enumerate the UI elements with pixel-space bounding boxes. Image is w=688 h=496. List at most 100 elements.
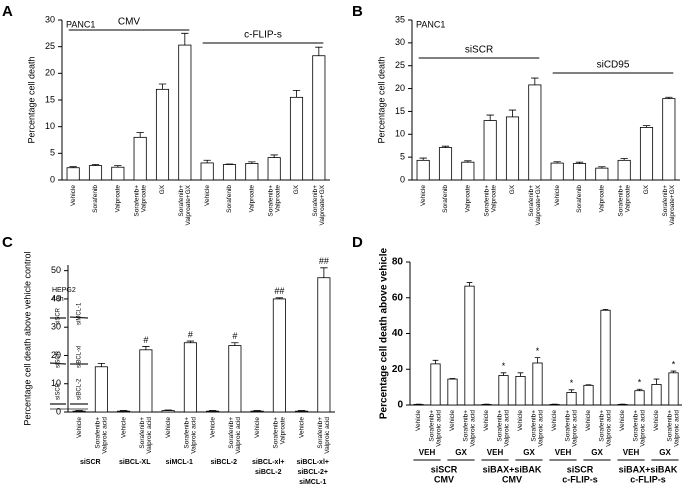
error-bar bbox=[136, 132, 144, 138]
bar bbox=[662, 98, 676, 181]
bar bbox=[206, 410, 220, 413]
bar bbox=[532, 362, 543, 406]
bar bbox=[416, 159, 430, 181]
error-bar bbox=[575, 161, 584, 164]
inset-label: siBCL-2 bbox=[77, 378, 83, 400]
x-tick-label: GX bbox=[293, 184, 300, 194]
bar bbox=[639, 127, 654, 181]
error-bar bbox=[670, 370, 677, 373]
error-bar bbox=[225, 163, 234, 165]
significance-marker: * bbox=[638, 378, 642, 388]
x-tick-label: Sorafenib+ bbox=[228, 417, 235, 449]
y-axis-label: Percentage cell death bbox=[376, 56, 386, 143]
y-tick-label: 10 bbox=[395, 129, 405, 139]
error-bar bbox=[419, 157, 427, 161]
bar bbox=[295, 410, 309, 413]
x-tick-label: Vehicle bbox=[420, 185, 427, 206]
group-label: siBCL-XL bbox=[119, 459, 151, 466]
inset-label: siSCR bbox=[56, 307, 62, 325]
y-tick-label: 0 bbox=[50, 174, 55, 184]
bar bbox=[94, 366, 108, 413]
bar bbox=[267, 157, 281, 181]
x-tick-label: Valproic acid bbox=[674, 410, 681, 447]
group-label: siBCL-xl+ bbox=[297, 459, 329, 466]
bar bbox=[566, 392, 577, 406]
x-tick-label: Valproic acid bbox=[102, 417, 109, 454]
error-bar bbox=[598, 166, 606, 169]
panel-letter: A bbox=[2, 3, 13, 20]
y-tick-label: 0 bbox=[56, 406, 61, 416]
x-tick-label: Valproic acid bbox=[436, 410, 443, 447]
blot-band bbox=[69, 316, 89, 319]
y-tick-label: 30 bbox=[45, 14, 55, 24]
inset-label: siBCL-xl bbox=[77, 346, 83, 368]
y-tick-label: 60 bbox=[392, 292, 404, 303]
group-label: siBCL-xl+ bbox=[252, 459, 284, 466]
significance-marker: # bbox=[188, 329, 193, 339]
bar bbox=[461, 161, 475, 181]
bar bbox=[600, 309, 611, 406]
bar bbox=[515, 375, 526, 406]
bar bbox=[183, 342, 197, 413]
y-tick-label: 50 bbox=[51, 265, 61, 275]
cell-line-label: PANC1 bbox=[416, 19, 445, 29]
x-tick-label: Sorafenib bbox=[226, 185, 233, 213]
y-tick-label: 40 bbox=[51, 293, 61, 303]
y-tick-label: 80 bbox=[392, 257, 404, 268]
bar bbox=[430, 363, 441, 406]
error-bar bbox=[500, 372, 507, 376]
inset-label: siSCR bbox=[56, 382, 62, 400]
x-tick-label: Valproate bbox=[465, 185, 472, 213]
inset-label: siMCL-1 bbox=[77, 302, 83, 325]
error-bar bbox=[653, 378, 660, 385]
x-tick-label: Sorafenib+ bbox=[497, 410, 504, 442]
y-tick-label: 40 bbox=[392, 328, 404, 339]
error-bar bbox=[253, 410, 261, 412]
x-tick-label: Valproate+GX bbox=[319, 184, 326, 225]
x-tick-label: Vehicle bbox=[76, 417, 83, 438]
error-bar bbox=[636, 388, 643, 391]
bar bbox=[528, 84, 542, 181]
error-bar bbox=[315, 46, 323, 56]
bar bbox=[634, 390, 645, 406]
y-axis-label: Percentage cell death above vehicle bbox=[379, 247, 390, 419]
bar bbox=[155, 88, 170, 181]
bar bbox=[317, 277, 331, 413]
error-bar bbox=[231, 342, 239, 346]
x-tick-label: Vehicle bbox=[619, 410, 626, 431]
x-tick-label: Vehicle bbox=[517, 410, 524, 431]
x-tick-label: Valproate bbox=[599, 185, 606, 213]
bar bbox=[498, 375, 509, 406]
x-tick-label: Vehicle bbox=[70, 185, 77, 206]
y-tick-label: 15 bbox=[395, 106, 405, 116]
error-bar bbox=[203, 159, 211, 163]
x-tick-label: Valproic acid bbox=[606, 410, 613, 447]
group-label: siBCL-2 bbox=[211, 459, 238, 466]
group-label: siBAX+siBAK bbox=[619, 464, 678, 474]
x-tick-label: Sorafenib bbox=[576, 185, 583, 213]
y-tick-label: 20 bbox=[45, 68, 55, 78]
x-tick-label: Sorafenib+ bbox=[483, 185, 490, 217]
error-bar bbox=[164, 409, 172, 411]
bar bbox=[447, 378, 458, 406]
x-tick-label: Valproate bbox=[274, 185, 281, 213]
y-tick-label: 25 bbox=[395, 60, 405, 70]
x-tick-label: Valproic acid bbox=[146, 417, 153, 454]
significance-marker: * bbox=[570, 378, 574, 388]
subgroup-label: GX bbox=[455, 448, 467, 457]
subgroup-label: VEH bbox=[555, 448, 572, 457]
x-tick-label: Valproic acid bbox=[324, 417, 331, 454]
panel-letter: D bbox=[352, 234, 363, 251]
x-tick-label: Vehicle bbox=[415, 410, 422, 431]
group-label: CMV bbox=[118, 17, 141, 28]
x-tick-label: Sorafenib+ bbox=[95, 417, 102, 449]
error-bar bbox=[531, 77, 539, 85]
cell-line-label: PANC1 bbox=[66, 19, 95, 29]
error-bar bbox=[69, 166, 77, 168]
y-tick-label: 0 bbox=[397, 400, 403, 411]
x-tick-label: Valproate bbox=[140, 185, 147, 213]
error-bar bbox=[297, 410, 306, 412]
x-tick-label: Sorafenib+ bbox=[273, 417, 280, 449]
blot-inset bbox=[49, 316, 89, 410]
